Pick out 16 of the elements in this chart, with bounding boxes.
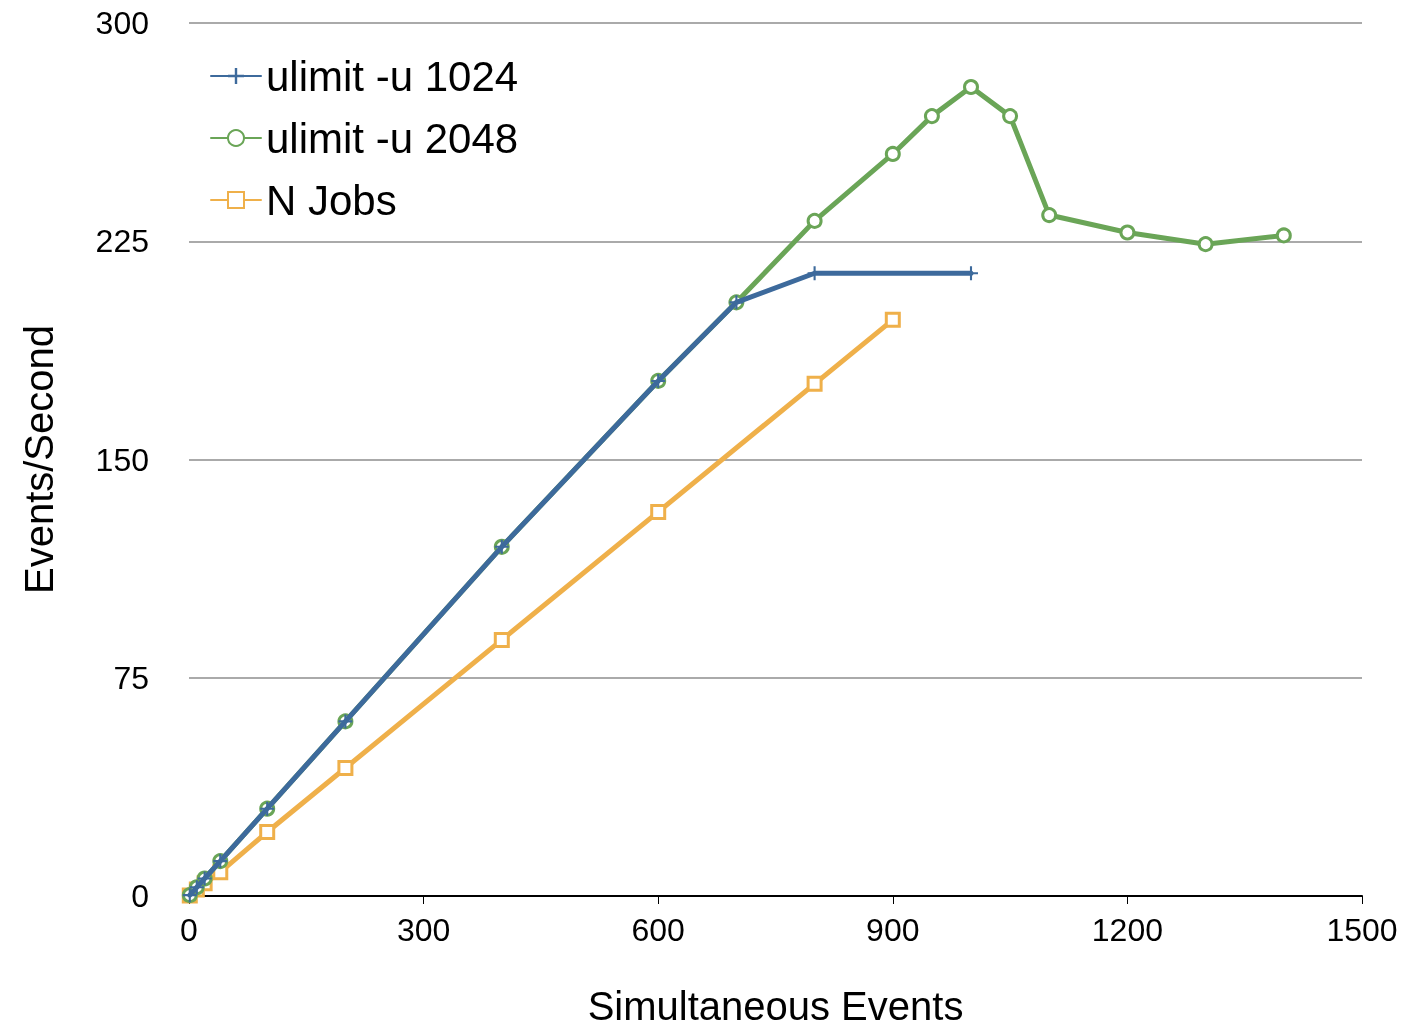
legend-label: ulimit -u 1024 xyxy=(266,52,519,100)
x-tick-label: 1500 xyxy=(1326,912,1398,948)
legend-label: N Jobs xyxy=(266,176,397,224)
y-tick-label: 225 xyxy=(95,223,149,260)
x-tick-label: 0 xyxy=(180,912,198,948)
x-tick-label: 600 xyxy=(631,912,685,948)
x-tick-label: 300 xyxy=(396,912,451,948)
y-tick-label: 0 xyxy=(131,878,149,914)
y-axis-title: Events/Second xyxy=(17,324,61,595)
y-tick-label: 150 xyxy=(95,441,149,478)
legend-label: ulimit -u 2048 xyxy=(266,114,519,162)
x-axis-title: Simultaneous Events xyxy=(587,984,964,1028)
x-tick-label: 1200 xyxy=(1091,912,1163,948)
y-tick-label: 75 xyxy=(113,659,149,696)
y-tick-label: 300 xyxy=(95,5,149,41)
x-tick-label: 900 xyxy=(866,912,920,948)
